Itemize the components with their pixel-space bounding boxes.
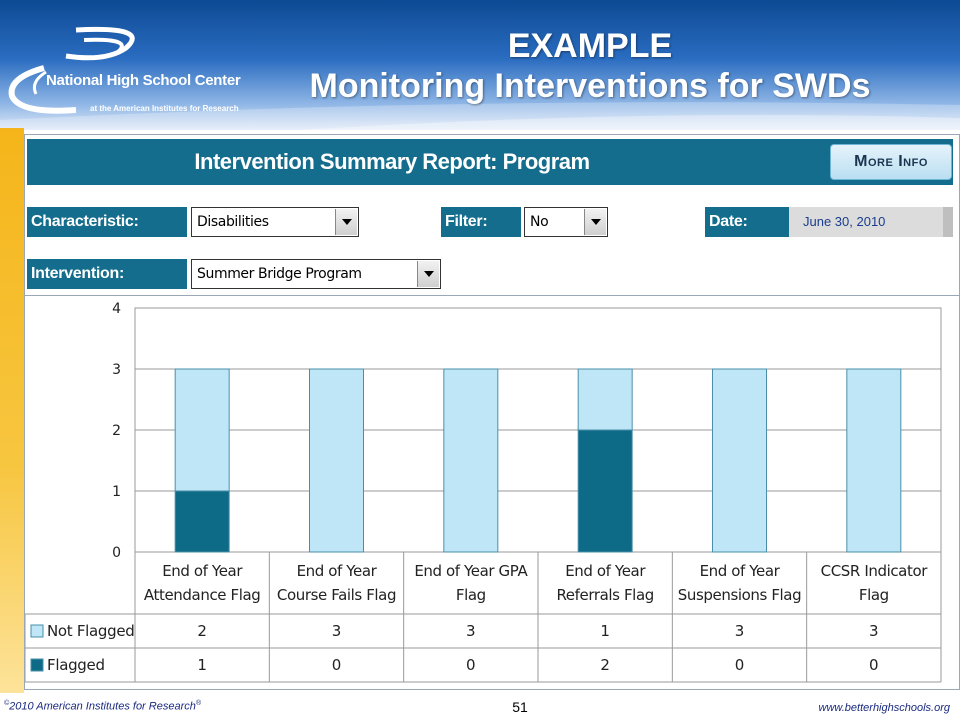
- legend-swatch: [30, 658, 44, 672]
- data-label: 0: [735, 656, 745, 674]
- data-label: 3: [735, 622, 745, 640]
- intervention-label: Intervention:: [27, 259, 187, 289]
- category-label: Flag: [456, 586, 486, 604]
- characteristic-select[interactable]: Disabilities: [191, 207, 359, 237]
- category-label: End of Year: [297, 562, 378, 580]
- chevron-down-icon[interactable]: [335, 209, 357, 235]
- bar-flagged: [577, 429, 633, 553]
- logo-name: National High School Center: [46, 72, 241, 89]
- more-info-button[interactable]: More Info: [830, 144, 952, 180]
- bar-not-flagged: [174, 368, 230, 492]
- category-label: Course Fails Flag: [277, 586, 396, 604]
- data-label: 3: [332, 622, 342, 640]
- footer-url: www.betterhighschools.org: [818, 702, 950, 714]
- data-label: 2: [197, 622, 207, 640]
- data-label: 0: [869, 656, 879, 674]
- characteristic-value: Disabilities: [197, 214, 269, 230]
- characteristic-label: Characteristic:: [27, 207, 187, 237]
- date-value: June 30, 2010: [789, 207, 953, 237]
- filter-label: Filter:: [441, 207, 521, 237]
- intervention-value: Summer Bridge Program: [197, 266, 362, 282]
- category-label: End of Year: [162, 562, 243, 580]
- bar-not-flagged: [846, 368, 902, 553]
- y-tick-label: 2: [112, 423, 121, 439]
- footer-copyright-text: 2010 American Institutes for Research: [9, 700, 196, 713]
- report-panel: Intervention Summary Report: Program Mor…: [24, 134, 960, 690]
- data-label: 3: [869, 622, 879, 640]
- y-tick-label: 1: [112, 484, 121, 500]
- category-label: Suspensions Flag: [678, 586, 801, 604]
- data-label: 2: [600, 656, 610, 674]
- legend-label: Not Flagged: [47, 622, 135, 640]
- filter-select[interactable]: No: [524, 207, 608, 237]
- report-title: Intervention Summary Report: Program: [194, 149, 590, 174]
- filter-value: No: [530, 214, 549, 230]
- legend-swatch: [30, 624, 44, 638]
- controls-divider: [25, 295, 960, 296]
- left-accent-bar: [0, 128, 24, 693]
- data-label: 0: [466, 656, 476, 674]
- intervention-select[interactable]: Summer Bridge Program: [191, 259, 441, 289]
- header-band: [0, 0, 960, 130]
- slide-title: EXAMPLE Monitoring Interventions for SWD…: [270, 26, 910, 106]
- category-label: CCSR Indicator: [821, 562, 929, 580]
- category-label: Referrals Flag: [556, 586, 653, 604]
- bar-not-flagged: [712, 368, 767, 553]
- category-label: End of Year GPA: [414, 562, 528, 580]
- logo-subtitle: at the American Institutes for Research: [90, 104, 239, 113]
- data-label: 1: [600, 622, 610, 640]
- slide-title-line1: EXAMPLE: [507, 27, 673, 65]
- data-label: 1: [197, 656, 207, 674]
- y-tick-label: 4: [112, 301, 121, 317]
- bar-not-flagged: [443, 368, 499, 553]
- slide-title-line2: Monitoring Interventions for SWDs: [309, 67, 871, 105]
- bar-not-flagged: [309, 368, 364, 553]
- category-label: Flag: [859, 586, 889, 604]
- y-tick-label: 0: [112, 545, 121, 561]
- bar-flagged: [174, 490, 230, 553]
- data-label: 0: [332, 656, 342, 674]
- logo-swoosh-icon: [8, 26, 135, 114]
- bar-not-flagged: [577, 368, 633, 431]
- stacked-bar-chart: 0 1 2 3 4 End of Year Attendance Flag End of Ye…: [25, 301, 942, 683]
- y-tick-label: 3: [112, 362, 121, 378]
- legend-label: Flagged: [47, 656, 105, 674]
- chevron-down-icon[interactable]: [417, 261, 439, 287]
- data-label: 3: [466, 622, 476, 640]
- category-label: End of Year: [700, 562, 781, 580]
- page-number: 51: [512, 699, 528, 715]
- category-label: Attendance Flag: [144, 586, 260, 604]
- footer-copyright: ©2010 American Institutes for Research®: [4, 700, 202, 713]
- report-header: Intervention Summary Report: Program Mor…: [27, 139, 953, 185]
- chevron-down-icon[interactable]: [584, 209, 606, 235]
- category-label: End of Year: [565, 562, 646, 580]
- date-label: Date:: [705, 207, 789, 237]
